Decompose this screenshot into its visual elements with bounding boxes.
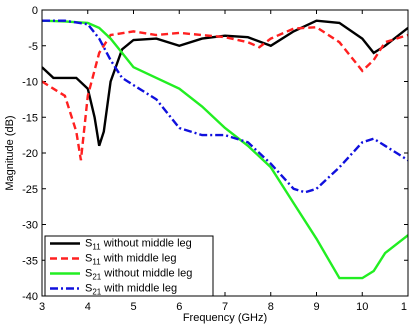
line-series (42, 19, 408, 147)
legend-label: S11 without middle leg (85, 238, 192, 252)
x-tick-label: 4 (85, 301, 91, 313)
x-tick-label: 7 (222, 301, 228, 313)
legend-box (44, 235, 214, 297)
x-tick-label: 9 (313, 301, 319, 313)
y-tick-label: -40 (22, 291, 38, 303)
y-tick-label: -35 (22, 255, 38, 267)
y-tick-label: -30 (22, 220, 38, 232)
x-tick-label: 3 (39, 301, 45, 313)
y-tick-label: -25 (22, 184, 38, 196)
x-tick-label: 8 (268, 301, 274, 313)
y-axis-label: Magnitude (dB) (4, 115, 16, 190)
y-tick-label: -20 (22, 148, 38, 160)
x-tick-label: 5 (130, 301, 136, 313)
legend-label: S11 with middle leg (85, 253, 176, 267)
y-tick-label: -15 (22, 112, 38, 124)
x-axis-label: Frequency (GHz) (183, 312, 267, 324)
line-series (42, 19, 408, 194)
y-tick-label: -5 (28, 41, 38, 53)
line-series (42, 19, 408, 280)
legend-label: S21 without middle leg (85, 268, 192, 282)
y-tick-label: -10 (22, 77, 38, 89)
x-tick-label: 1 (401, 301, 407, 313)
legend-label: S21 with middle leg (85, 283, 177, 297)
y-tick-label: 0 (32, 5, 38, 17)
x-tick-label: 10 (356, 301, 368, 313)
x-tick-label: 6 (176, 301, 182, 313)
plot-frame (41, 9, 409, 297)
line-series (42, 25, 408, 161)
